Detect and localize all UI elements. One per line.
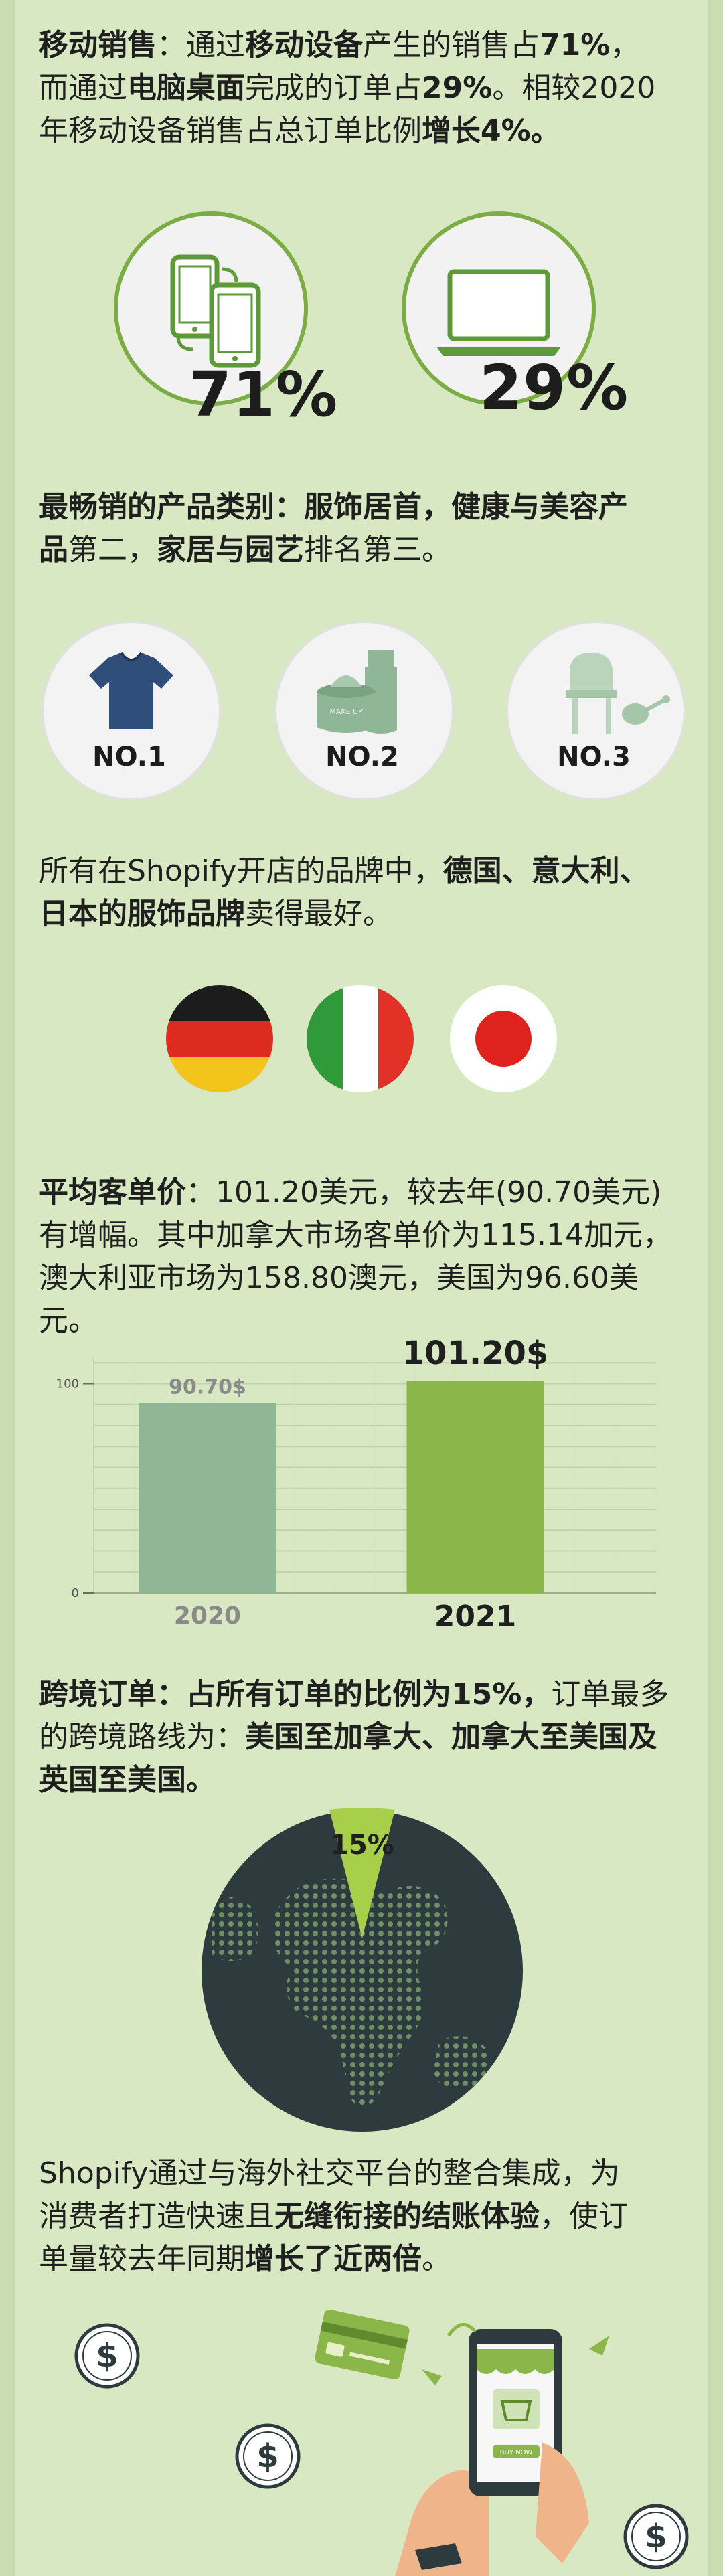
text-part: 而通过: [39, 71, 127, 105]
laptop-icon: [436, 269, 561, 356]
bar-value-label: 101.20$: [402, 1335, 549, 1372]
text-bold: ：占所有订单的比例为15%，: [157, 1677, 552, 1711]
bar-2021: [406, 1381, 544, 1593]
text-bold: 家居与园艺: [157, 533, 304, 567]
garden-circle: [506, 621, 686, 800]
makeup-label: MAKE UP: [329, 707, 363, 716]
text-part: 排名第三。: [304, 533, 451, 567]
text-part: 的跨境路线为：: [39, 1720, 245, 1754]
text-part: 所有在Shopify开店的品牌中，: [39, 854, 443, 888]
x-tick-label: 2020: [174, 1602, 241, 1630]
text-part: 完成的订单占: [245, 71, 422, 105]
credit-card-icon: [315, 2309, 410, 2380]
aov-title: 平均客单价: [39, 1175, 186, 1209]
rank-3: NO.3: [557, 742, 631, 772]
svg-text:$: $: [96, 2337, 118, 2375]
text-part: Shopify通过与海外社交平台的整合集成，为: [39, 2156, 620, 2191]
text-part: ：101.20美元，较去年(90.70美元): [186, 1175, 662, 1209]
mobile-ring: [114, 211, 308, 406]
cross-border-percent: 15%: [330, 1830, 394, 1861]
text-bold: 美国至加拿大、加拿大至美国及: [245, 1720, 657, 1754]
text-bold: 最畅销的产品类别：服饰居首，健康与美容产: [39, 490, 628, 524]
bar-2020: [139, 1403, 276, 1593]
checkout-text: Shopify通过与海外社交平台的整合集成，为 消费者打造快速且无缝衔接的结账体…: [39, 2152, 695, 2281]
japan-flag: [450, 985, 557, 1092]
dollar-icon: $: [74, 2323, 140, 2389]
germany-flag: [166, 985, 273, 1092]
tshirt-icon: [89, 651, 173, 729]
text-part: ，使订: [540, 2199, 628, 2233]
brands-text: 所有在Shopify开店的品牌中，德国、意大利、 日本的服饰品牌卖得最好。: [39, 850, 695, 936]
italy-flag: [307, 985, 414, 1092]
y-tick-label: 100: [56, 1377, 79, 1391]
phones-icon: [170, 254, 261, 368]
dollar-icon: $: [623, 2504, 689, 2569]
svg-text:$: $: [256, 2437, 278, 2475]
phone-shop-icon: BUY NOW: [395, 2323, 609, 2576]
text-bold: 增长了近两倍: [245, 2242, 422, 2276]
cosmetics-icon: MAKE UP: [317, 650, 397, 734]
rank-1: NO.1: [92, 742, 166, 772]
text-bold: 日本的服饰品牌: [39, 897, 245, 931]
aov-bar-chart: 0 100 90.70$ 2020 101.20$ 2021: [56, 1335, 657, 1634]
text-part: ：通过: [157, 28, 245, 62]
content-panel: [15, 0, 708, 2576]
mobile-sales-text: 移动销售：通过移动设备产生的销售占71%， 而通过电脑桌面完成的订单占29%。相…: [39, 24, 695, 153]
category-text: 最畅销的产品类别：服饰居首，健康与美容产 品第二，家居与园艺排名第三。: [39, 486, 695, 572]
text-bold: 移动设备: [245, 28, 363, 62]
text-part: 。: [422, 2242, 451, 2276]
text-part: 第二，: [68, 533, 157, 567]
text-part: 产生的销售占: [363, 28, 540, 62]
text-part: 有增幅。其中加拿大市场客单价为115.14加元，: [39, 1218, 672, 1252]
text-bold: 英国至美国。: [39, 1763, 216, 1797]
dollar-icon: $: [235, 2423, 301, 2489]
rank-2: NO.2: [325, 742, 399, 772]
text-part: 单量较去年同期: [39, 2242, 245, 2276]
globe-icon: 15%: [202, 1808, 523, 2132]
text-part: 消费者打造快速且: [39, 2199, 274, 2233]
cross-border-text: 跨境订单：占所有订单的比例为15%，订单最多 的跨境路线为：美国至加拿大、加拿大…: [39, 1673, 695, 1802]
text-part: 。相较2020: [492, 71, 656, 105]
svg-text:$: $: [645, 2518, 667, 2555]
text-bold: 品: [39, 533, 68, 567]
text-bold: 无缝衔接的结账体验: [274, 2199, 540, 2233]
text-bold: 增长4%。: [422, 114, 560, 148]
text-part: ，: [610, 28, 640, 62]
desktop-ring: [402, 211, 596, 406]
text-part: 订单最多: [551, 1677, 669, 1711]
text-bold: 电脑桌面: [127, 71, 245, 105]
y-tick-label: 0: [72, 1586, 79, 1600]
garden-icon: [566, 653, 670, 734]
mobile-sales-title: 移动销售: [39, 28, 157, 62]
cross-title: 跨境订单: [39, 1677, 157, 1711]
text-part: 年移动设备销售占总订单比例: [39, 114, 422, 148]
mobile-percent: 71%: [189, 359, 339, 430]
apparel-circle: [42, 621, 221, 800]
beauty-circle: MAKE UP: [274, 621, 454, 800]
text-bold: 71%: [540, 28, 611, 62]
buy-now-label: BUY NOW: [500, 2449, 533, 2456]
text-bold: 德国、意大利、: [443, 854, 649, 888]
text-part: 澳大利亚市场为158.80澳元，美国为96.60美元。: [39, 1261, 639, 1338]
text-bold: 29%: [422, 71, 493, 105]
x-tick-label: 2021: [434, 1600, 516, 1634]
bar-value-label: 90.70$: [169, 1376, 246, 1399]
desktop-percent: 29%: [479, 352, 629, 424]
text-part: 卖得最好。: [245, 897, 392, 931]
aov-text: 平均客单价：101.20美元，较去年(90.70美元) 有增幅。其中加拿大市场客…: [39, 1171, 695, 1343]
